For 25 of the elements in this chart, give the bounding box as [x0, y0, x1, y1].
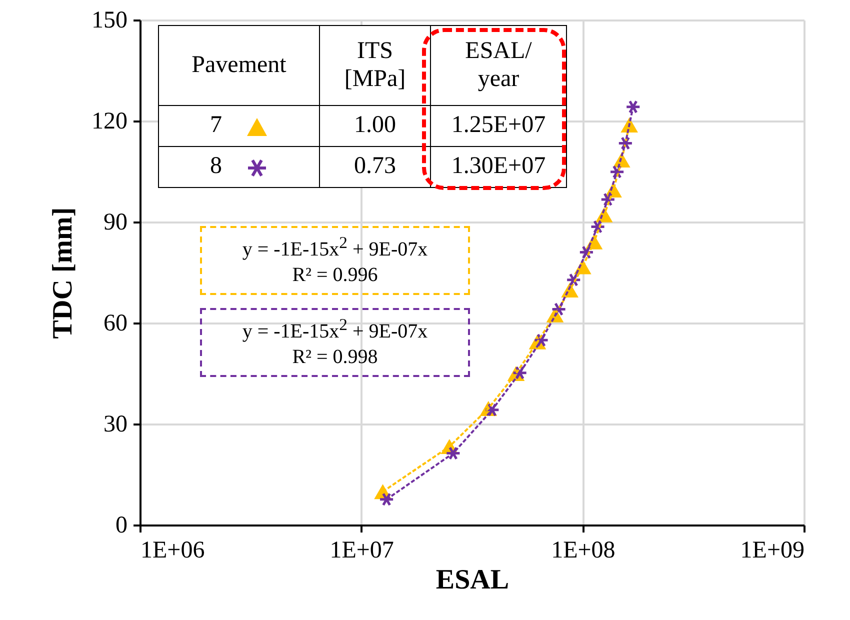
annotation: ESAL/ year [464, 38, 533, 94]
annotation: y = -1E-15x$^{2}$ + 9E-07x [241, 233, 429, 263]
x-tick-label: 1E+06 [140, 538, 205, 564]
x-axis-title: ESAL [436, 564, 510, 596]
y-tick-label: 90 [104, 210, 128, 236]
annotation: 1.30E+07 [430, 146, 566, 188]
y-tick-label: 30 [104, 412, 128, 438]
annotation: 1.00 [320, 106, 430, 146]
annotation: Pavement [190, 52, 288, 80]
x-tick-label: 1E+09 [740, 538, 804, 564]
y-axis-title: TDC [mm] [48, 207, 78, 339]
y-tick-label: 150 [92, 8, 128, 34]
annotation: R² = 0.998 [291, 344, 379, 370]
x-tick-label: 1E+07 [330, 538, 394, 564]
annotation: y = -1E-15x$^{2}$ + 9E-07x [241, 315, 429, 345]
annotation: R² = 0.996 [291, 262, 379, 288]
annotation: 0.73 [320, 146, 430, 188]
annotation: ITS [MPa] [343, 38, 407, 94]
y-tick-label: 0 [116, 512, 128, 538]
y-tick-label: 60 [104, 310, 128, 336]
x-tick-label: 1E+08 [551, 538, 616, 564]
y-tick-label: 120 [92, 108, 128, 134]
annotation: 1.25E+07 [430, 106, 566, 146]
legend-label: 8 [210, 153, 222, 180]
legend-label: 7 [210, 112, 222, 138]
